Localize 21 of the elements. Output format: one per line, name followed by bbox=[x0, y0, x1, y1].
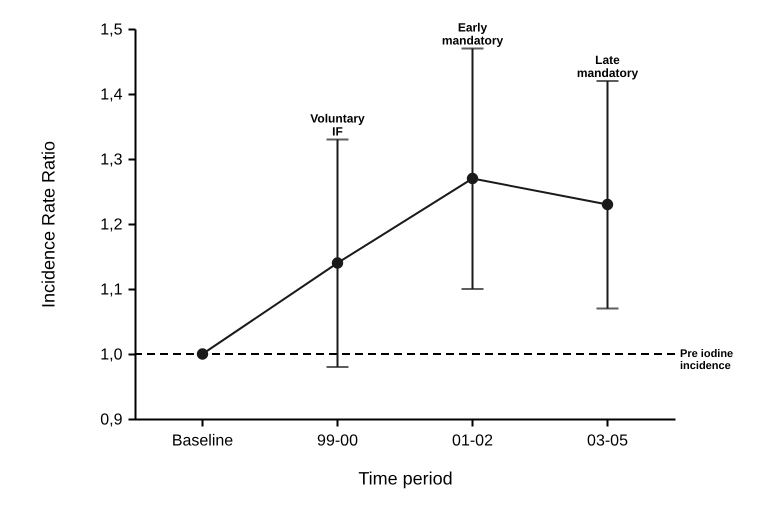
y-tick-label: 1,4 bbox=[100, 86, 123, 104]
x-axis-title: Time period bbox=[358, 468, 453, 488]
y-tick-label: 1,1 bbox=[100, 282, 123, 298]
point bbox=[466, 172, 478, 184]
point bbox=[332, 257, 344, 269]
x-tick-label: 99-00 bbox=[317, 432, 358, 450]
x-tick-label: 01-02 bbox=[452, 432, 494, 450]
y-tick-label: 1,3 bbox=[100, 152, 123, 168]
y-tick-label: 1,0 bbox=[100, 346, 123, 364]
x-tick-label: 03-05 bbox=[587, 432, 628, 450]
x-tick-label: Baseline bbox=[172, 432, 234, 450]
annotation: Voluntary IF bbox=[310, 112, 366, 138]
y-tick-label: 0,9 bbox=[100, 412, 123, 428]
y-tick-label: 1,5 bbox=[100, 22, 123, 38]
ref-line-label: Pre iodine incidence bbox=[680, 348, 734, 372]
point bbox=[602, 198, 614, 210]
y-tick-label: 1,2 bbox=[100, 216, 123, 234]
annotation: Late mandatory bbox=[576, 53, 638, 80]
y-axis-title: Incidence Rate Ratio bbox=[38, 140, 58, 308]
point bbox=[196, 348, 208, 360]
annotation: Early mandatory bbox=[442, 20, 504, 48]
